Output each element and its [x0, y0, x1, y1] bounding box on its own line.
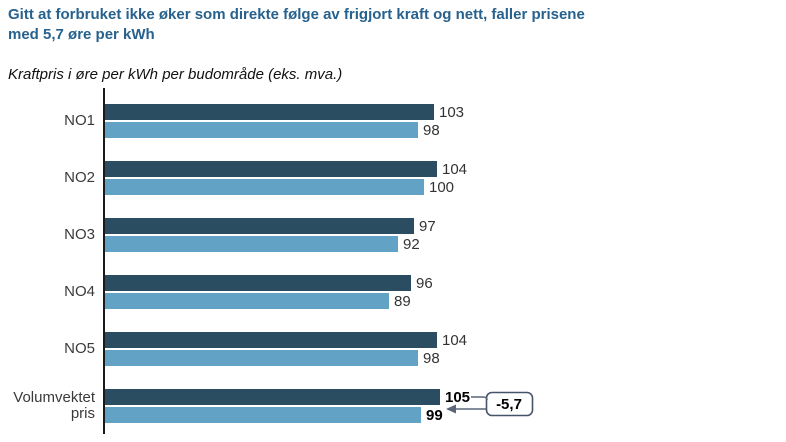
bar-value-label: 92	[403, 235, 420, 253]
category-label: NO3	[64, 226, 95, 243]
bar-group-no1: NO1 103 98	[0, 103, 786, 139]
bar-group-volumvektet-pris: Volumvektet pris 105 99	[0, 388, 786, 424]
category-label: NO2	[64, 169, 95, 186]
category-label: NO1	[64, 112, 95, 129]
chart-subtitle: Kraftpris i øre per kWh per budområde (e…	[8, 66, 343, 83]
bar-value-label: 104	[442, 331, 468, 349]
bar-value-label: 89	[394, 292, 411, 310]
category-label: NO4	[64, 283, 95, 300]
bar-light	[105, 350, 418, 366]
bar-value-label: 105	[445, 388, 471, 406]
bar-value-label: 98	[423, 121, 440, 139]
bar-dark	[105, 161, 437, 177]
bar-group-no5: NO5 104 98	[0, 331, 786, 367]
category-label: NO5	[64, 340, 95, 357]
bar-light	[105, 179, 424, 195]
bar-value-label: 97	[419, 217, 436, 235]
bar-group-no4: NO4 96 89	[0, 274, 786, 310]
bar-light	[105, 122, 418, 138]
bar-dark	[105, 275, 411, 291]
bar-group-no2: NO2 104 100	[0, 160, 786, 196]
bar-chart: NO1 103 98 NO2 104	[0, 104, 786, 442]
category-label: Volumvektet pris	[13, 389, 95, 422]
bar-value-label: 104	[442, 160, 468, 178]
bar-value-label: 96	[416, 274, 433, 292]
bar-value-label: 99	[426, 406, 443, 424]
y-axis-line	[103, 88, 105, 434]
bar-dark	[105, 218, 414, 234]
bar-light	[105, 236, 398, 252]
bar-value-label: 103	[439, 103, 465, 121]
bar-dark	[105, 332, 437, 348]
bar-dark	[105, 104, 434, 120]
bar-value-label: 98	[423, 349, 440, 367]
bar-dark	[105, 389, 440, 405]
bar-light	[105, 293, 389, 309]
bar-value-label: 100	[429, 178, 455, 196]
bar-group-no3: NO3 97 92	[0, 217, 786, 253]
chart-headline: Gitt at forbruket ikke øker som direkte …	[8, 6, 585, 43]
bar-light	[105, 407, 421, 423]
